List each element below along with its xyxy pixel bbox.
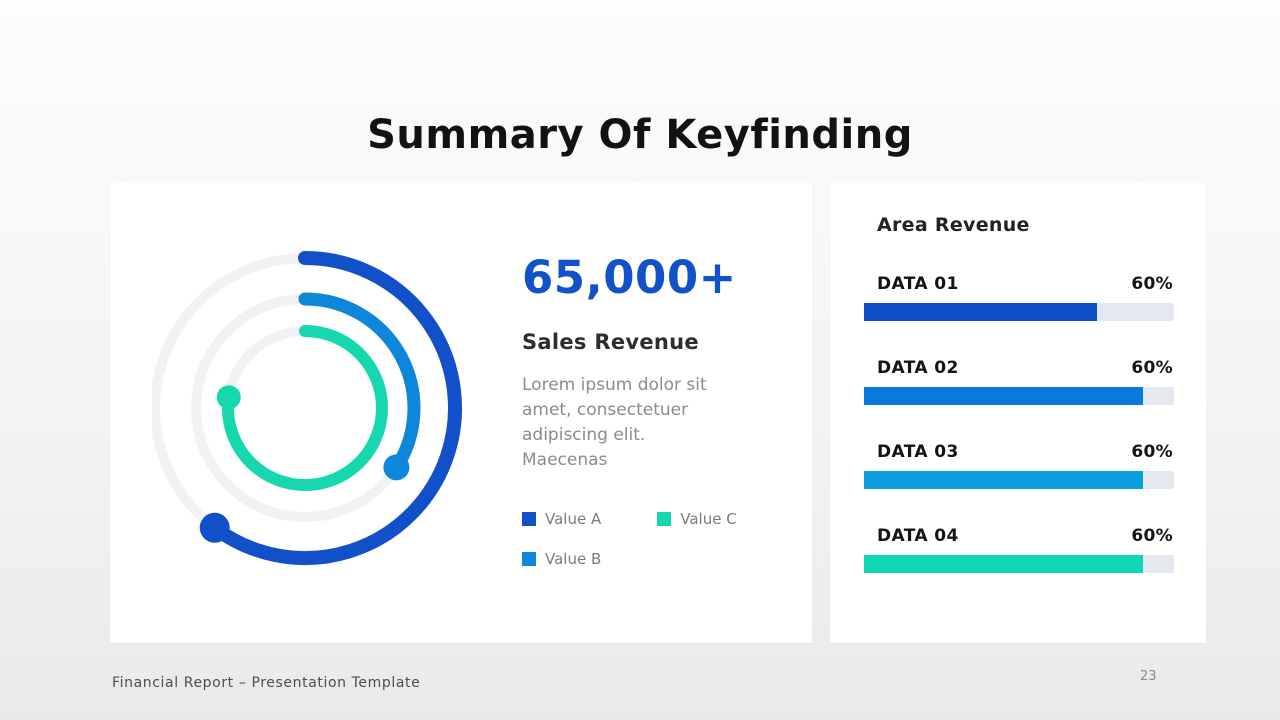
bar-fill: [864, 387, 1143, 405]
bar-label: DATA 04: [877, 526, 959, 546]
legend-label: Value C: [680, 510, 737, 528]
legend-swatch: [657, 512, 672, 526]
slide-title: Summary Of Keyfinding: [367, 112, 913, 158]
panel-title: Area Revenue: [877, 214, 1030, 236]
chart-legend: Value A Value B Value C: [522, 510, 782, 568]
legend-label: Value A: [545, 510, 602, 528]
bar-chart: DATA 01 60% DATA 02 60% DATA 03 60% DATA 04 60%: [864, 274, 1174, 610]
arc-end-dot: [199, 512, 230, 543]
stat-description: Lorem ipsum dolor sit amet, consectetuer…: [522, 375, 707, 470]
arc-value-a: [207, 251, 462, 565]
bar-track: [864, 555, 1174, 573]
footer-text: Financial Report – Presentation Template: [112, 675, 421, 691]
stat-label: Sales Revenue: [522, 330, 699, 354]
arc-end-dot: [216, 385, 241, 410]
bar-row: DATA 02 60%: [864, 358, 1174, 405]
bar-row-header: DATA 03 60%: [864, 442, 1174, 462]
legend-item: Value C: [657, 510, 737, 528]
bar-value: 60%: [1131, 358, 1173, 378]
legend-swatch: [522, 552, 536, 566]
legend-label: Value B: [545, 550, 602, 568]
bar-fill: [864, 555, 1143, 573]
stat-value: 65,000+: [522, 251, 737, 304]
bar-row-header: DATA 04 60%: [864, 526, 1174, 546]
bar-row-header: DATA 02 60%: [864, 358, 1174, 378]
legend-item: Value B: [522, 550, 601, 568]
stat-column: 65,000+ Sales Revenue Lorem ipsum dolor …: [522, 251, 782, 568]
radial-progress-chart: [150, 246, 492, 586]
bar-fill: [864, 303, 1097, 321]
bar-label: DATA 01: [877, 274, 959, 294]
bar-row: DATA 04 60%: [864, 526, 1174, 573]
sales-revenue-card: 65,000+ Sales Revenue Lorem ipsum dolor …: [110, 183, 812, 643]
legend-swatch: [522, 512, 536, 526]
bar-row: DATA 03 60%: [864, 442, 1174, 489]
bar-value: 60%: [1131, 526, 1173, 546]
arc-end-dot: [383, 454, 410, 481]
bar-track: [864, 387, 1174, 405]
page-number: 23: [1140, 669, 1157, 684]
bar-value: 60%: [1131, 274, 1173, 294]
bar-row: DATA 01 60%: [864, 274, 1174, 321]
arc-value-b: [298, 292, 421, 474]
bar-track: [864, 303, 1174, 321]
arc-value-c: [222, 325, 388, 491]
bar-fill: [864, 471, 1143, 489]
bar-label: DATA 03: [877, 442, 959, 462]
legend-item: Value A: [522, 510, 601, 528]
area-revenue-card: Area Revenue DATA 01 60% DATA 02 60% DATA 03…: [830, 183, 1206, 643]
bar-label: DATA 02: [877, 358, 959, 378]
bar-value: 60%: [1131, 442, 1173, 462]
radial-chart-svg: [150, 251, 462, 565]
bar-track: [864, 471, 1174, 489]
bar-row-header: DATA 01 60%: [864, 274, 1174, 294]
